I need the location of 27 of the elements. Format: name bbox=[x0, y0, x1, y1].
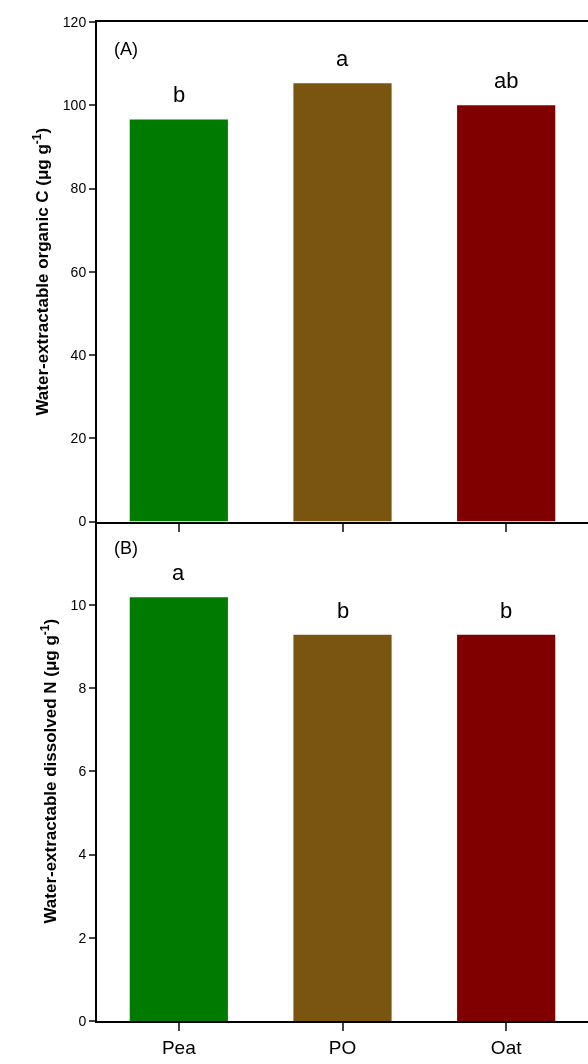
y-tick-label: 80 bbox=[70, 180, 87, 197]
annotation: b bbox=[337, 598, 350, 623]
annotation: b bbox=[173, 82, 186, 107]
bar bbox=[293, 83, 392, 522]
annotation: b bbox=[500, 598, 513, 623]
y-tick-label: 20 bbox=[70, 430, 87, 447]
y-tick-label: 60 bbox=[70, 263, 87, 280]
x-tick-label: Oat bbox=[490, 1036, 523, 1058]
y-tick-label: 4 bbox=[78, 846, 87, 863]
y-tick-label: 2 bbox=[78, 929, 87, 946]
annotation: a bbox=[172, 560, 185, 585]
annotation: ab bbox=[494, 68, 519, 93]
y-tick-label: 0 bbox=[78, 513, 87, 530]
y-tick-label: 120 bbox=[62, 13, 87, 30]
y-tick-label: 40 bbox=[70, 346, 87, 363]
y-tick-label: 0 bbox=[78, 1012, 87, 1029]
annotation: (A) bbox=[114, 39, 138, 59]
y-tick-label: 100 bbox=[62, 97, 87, 114]
x-tick-label: PO bbox=[328, 1036, 357, 1058]
y-tick-label: 6 bbox=[78, 763, 87, 780]
bar bbox=[129, 119, 228, 522]
annotation: a bbox=[336, 46, 349, 71]
bar bbox=[457, 105, 556, 522]
annotation: (B) bbox=[114, 538, 138, 558]
y-tick-label: 10 bbox=[70, 596, 87, 613]
y-tick-label: 8 bbox=[78, 679, 87, 696]
x-tick-label: Pea bbox=[161, 1036, 197, 1058]
